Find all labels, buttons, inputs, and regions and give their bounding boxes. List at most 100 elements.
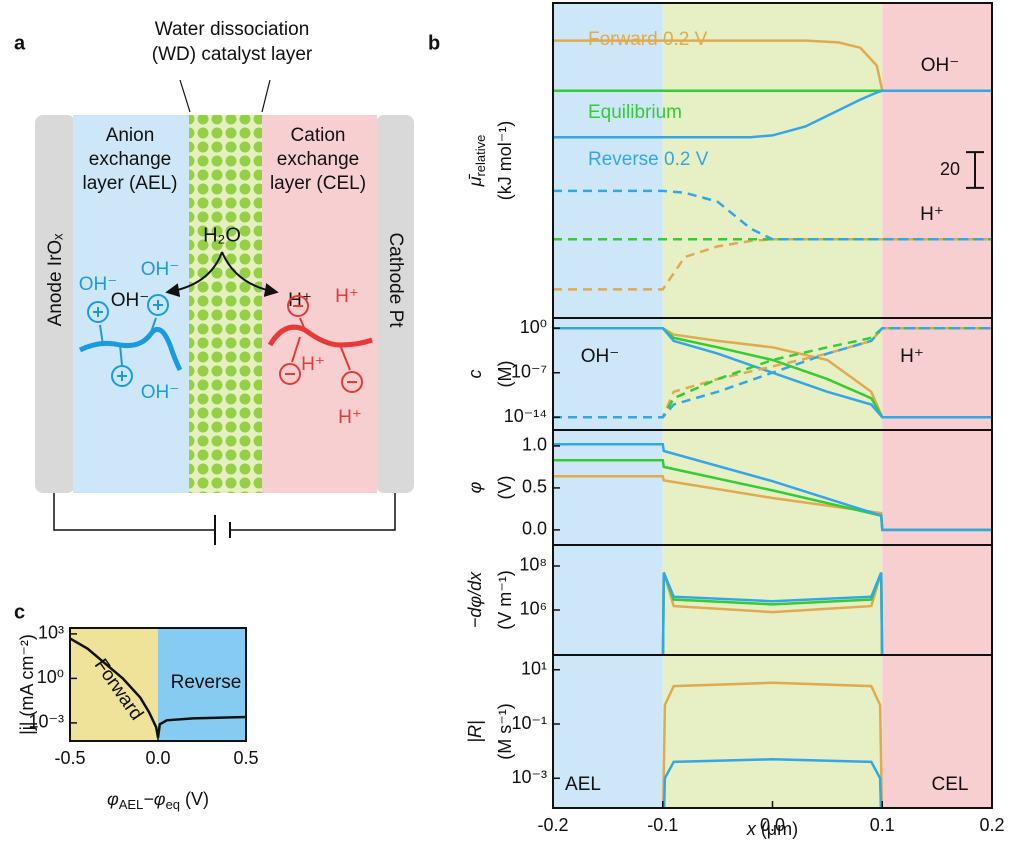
- region: [662, 3, 883, 808]
- water-label: H₂O: [203, 224, 241, 246]
- x-tick-label: 0.0: [760, 815, 785, 835]
- region: [553, 3, 663, 808]
- region: [158, 628, 246, 741]
- annotation: CEL: [932, 774, 969, 795]
- y-label: (M s⁻¹): [495, 703, 515, 759]
- plot-frame: [69, 627, 247, 742]
- x-tick-label: 0.2: [979, 815, 1004, 835]
- cel-label: layer (CEL): [270, 173, 366, 194]
- scale-bar-label: 20: [940, 159, 960, 179]
- ael-polymer: [78, 294, 183, 387]
- y-label: |j| (mA cm⁻²): [17, 634, 37, 735]
- y-label: (V): [495, 476, 515, 500]
- ion-label: OH⁻: [141, 259, 180, 280]
- anode-label: Anode IrOₓ: [45, 233, 66, 327]
- y-tick-label: 10⁰: [37, 667, 64, 687]
- ael-label: layer (AEL): [82, 173, 177, 194]
- y-tick-label: 10¹: [521, 659, 547, 679]
- y-tick-label: 10⁻¹: [511, 713, 547, 733]
- wd-layer: [189, 115, 262, 493]
- ael-label: Anion: [106, 125, 155, 146]
- ion-label: H⁺: [338, 407, 362, 428]
- annotation: AEL: [565, 774, 601, 795]
- data-line: [553, 39, 992, 92]
- cathode-plate: [376, 115, 414, 493]
- y-tick-label: 10³: [38, 623, 64, 643]
- x-tick-label: 0.5: [233, 748, 258, 768]
- data-line: [662, 758, 883, 808]
- y-tick-label: 10⁻¹⁴: [504, 406, 547, 426]
- panel-label: a: [14, 32, 26, 54]
- y-tick-label: 1.0: [522, 435, 547, 455]
- x-tick-label: -0.5: [54, 748, 85, 768]
- annotation: OH⁻: [581, 346, 620, 367]
- ion-label: OH⁻: [141, 382, 180, 403]
- y-label-symbol: −dφ/dx: [465, 571, 485, 628]
- data-line: [661, 572, 884, 655]
- scale-bar: [966, 151, 984, 189]
- cel-label: exchange: [277, 149, 359, 170]
- y-label: c: [465, 370, 485, 379]
- cel-polymer: [267, 295, 373, 393]
- ion-label: OH⁻: [111, 290, 150, 311]
- y-label: φ: [465, 481, 485, 493]
- wd-title: Water dissociation: [155, 19, 310, 40]
- plot-frame: [552, 654, 993, 809]
- x-label-subscript: AEL: [119, 797, 144, 812]
- y-tick-label: 10⁰: [520, 317, 547, 337]
- panel-label: b: [428, 32, 440, 54]
- data-line: [553, 326, 992, 419]
- data-line: [553, 89, 992, 139]
- y-label-symbol: |R|: [465, 720, 485, 742]
- y-tick-label: 10⁸: [519, 555, 547, 575]
- data-line: [553, 443, 992, 532]
- y-label-symbol: μ̄: [465, 174, 485, 188]
- circuit-wire: [53, 493, 396, 531]
- y-label: −dφ/dx: [465, 571, 485, 628]
- arrow: [165, 251, 223, 298]
- y-label: (kJ mol⁻¹): [495, 121, 515, 201]
- x-label-symbol: x: [746, 819, 757, 839]
- region: [882, 3, 992, 808]
- y-tick-label: 10⁶: [520, 599, 547, 619]
- y-label: (M): [495, 361, 515, 388]
- x-label-unit: (V): [180, 789, 209, 809]
- leader-line: [179, 79, 271, 113]
- x-label: φAEL−φeq (V): [107, 789, 209, 813]
- cel-layer: [262, 115, 377, 493]
- cel-label: Cation: [291, 125, 346, 146]
- y-tick-label: 10⁻³: [28, 712, 64, 732]
- cell-diagram: Water dissociation (WD) catalyst layer A…: [35, 19, 414, 545]
- x-tick-label: -0.2: [537, 815, 568, 835]
- data-line: [553, 238, 992, 291]
- y-label-symbol: φ: [465, 481, 485, 493]
- wd-title: (WD) catalyst layer: [152, 44, 313, 65]
- annotation: H⁺: [920, 204, 944, 225]
- x-tick-label: 0.0: [145, 748, 170, 768]
- ion-label: H⁺: [335, 286, 359, 307]
- y-tick-label: 10⁻³: [511, 767, 547, 787]
- panel-label: c: [14, 601, 25, 623]
- y-label: |R|: [465, 720, 485, 742]
- legend-entry: Forward 0.2 V: [588, 29, 708, 50]
- arrow: [221, 251, 279, 297]
- y-tick-label: 0.0: [522, 519, 547, 539]
- data-line: [553, 189, 992, 241]
- y-label-subscript: relative: [473, 135, 488, 177]
- data-line: [661, 681, 884, 808]
- cathode-label: Cathode Pt: [385, 232, 406, 328]
- y-label: (V m⁻¹): [495, 570, 515, 629]
- y-tick-label: 10⁻⁷: [511, 361, 547, 381]
- data-line: [70, 637, 246, 738]
- ael-label: exchange: [89, 149, 171, 170]
- ion-label: H⁺: [301, 354, 325, 375]
- x-label-subscript: eq: [166, 797, 180, 812]
- x-label-symbol: −φ: [143, 789, 166, 809]
- annotation: OH⁻: [921, 55, 960, 76]
- x-tick-label: 0.1: [870, 815, 895, 835]
- x-tick-label: -0.1: [647, 815, 678, 835]
- y-label-symbol: c: [465, 370, 485, 379]
- anode-plate: [35, 115, 75, 493]
- y-label: μ̄relative: [465, 135, 489, 188]
